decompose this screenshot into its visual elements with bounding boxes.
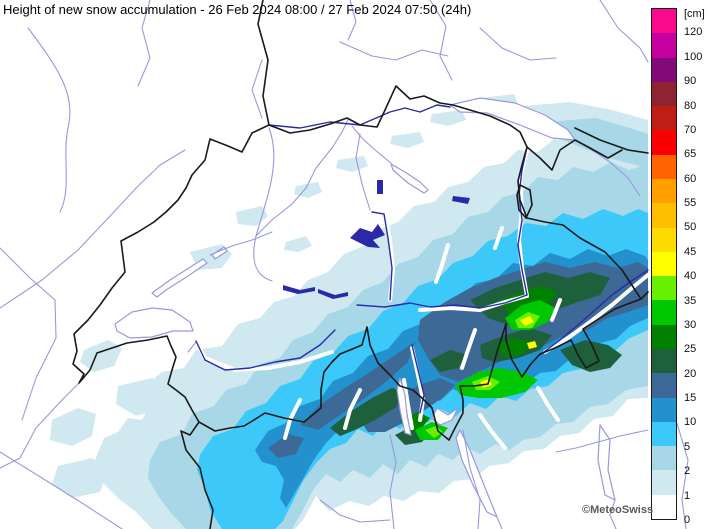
map-title: Height of new snow accumulation - 26 Feb… <box>3 2 472 17</box>
country-borders-layer <box>72 0 649 529</box>
lakes-layer <box>114 97 616 518</box>
copyright-label: ©MeteoSwiss <box>582 504 654 516</box>
alpine-lakes-layer <box>283 180 470 299</box>
snow-field-layer <box>50 94 648 529</box>
rivers-layer <box>0 0 689 529</box>
